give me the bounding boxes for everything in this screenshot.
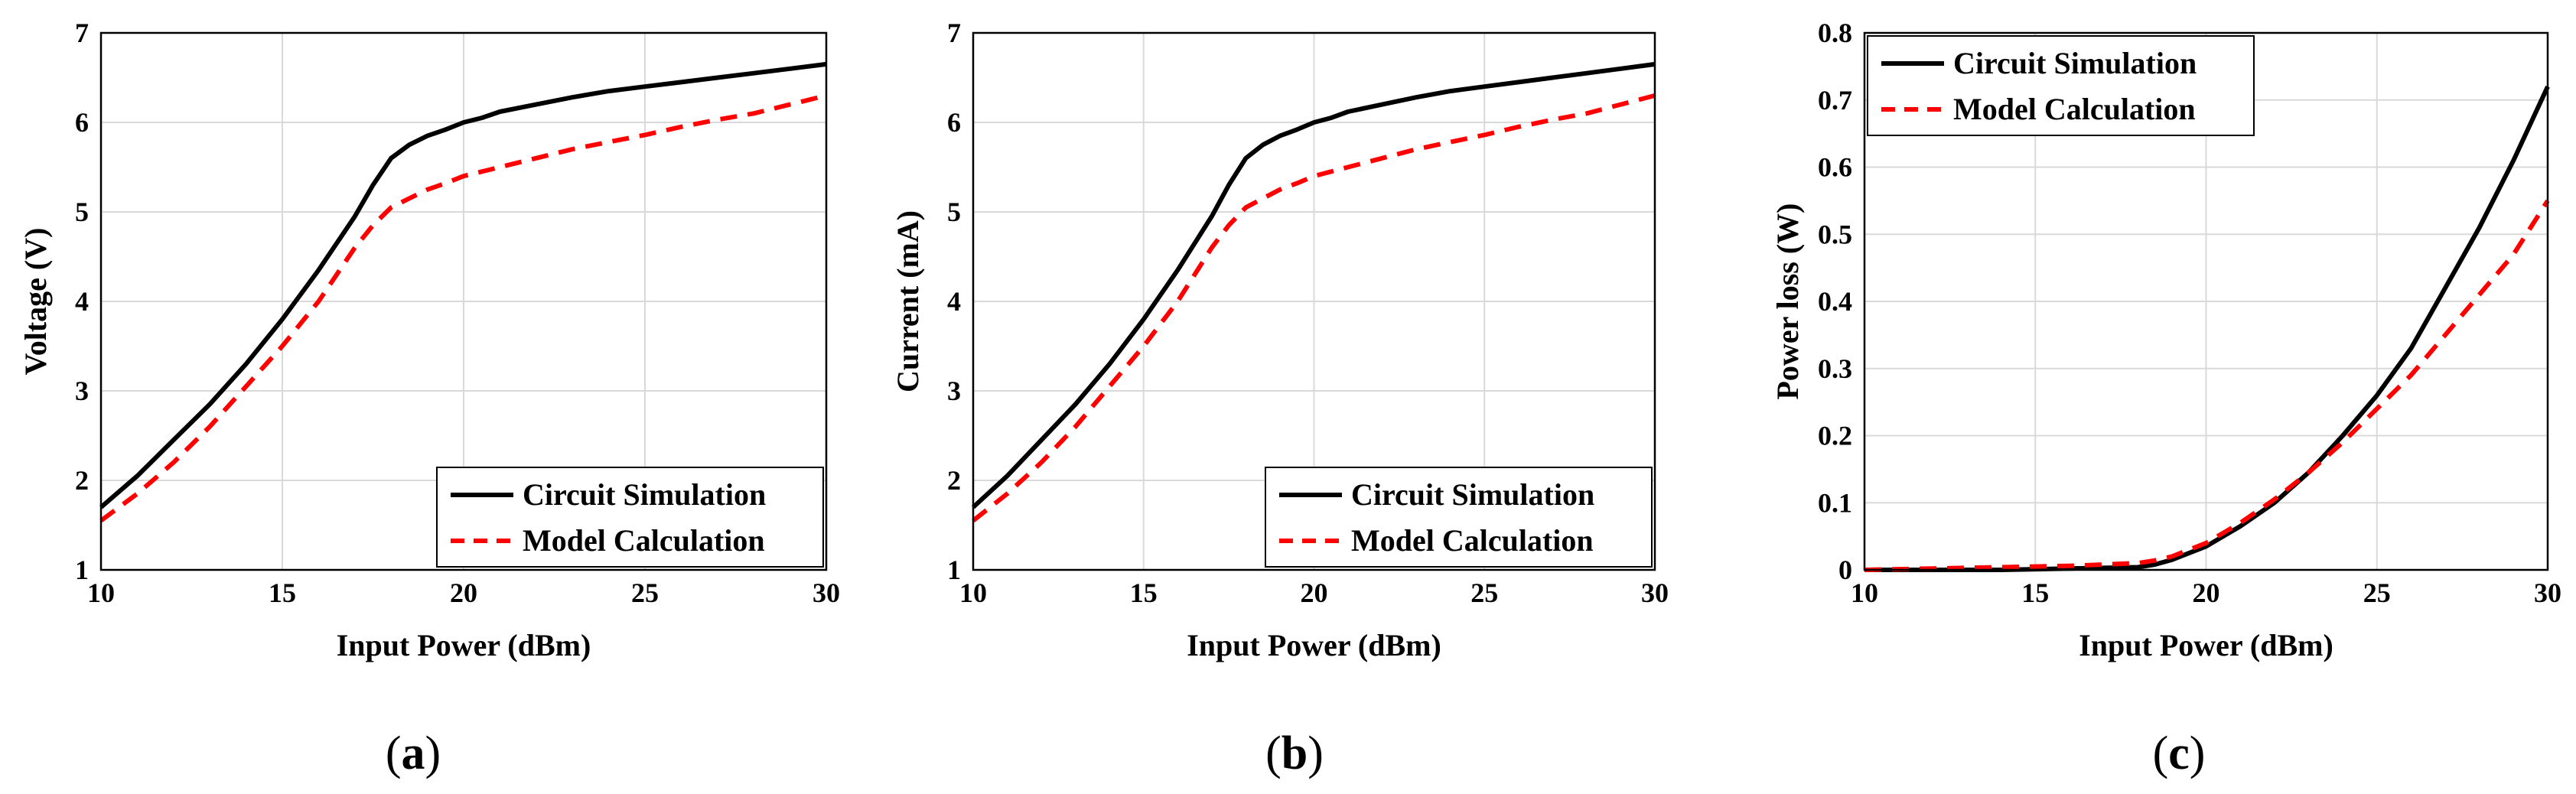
- x-axis-label: Input Power (dBm): [2079, 628, 2333, 662]
- x-axis-label: Input Power (dBm): [337, 628, 591, 662]
- x-tick-label: 20: [1301, 578, 1328, 608]
- y-axis-label: Current (mA): [891, 210, 925, 392]
- y-tick-label: 1: [75, 555, 89, 585]
- y-tick-label: 7: [947, 18, 961, 48]
- y-tick-label: 5: [947, 197, 961, 227]
- series-line-model-calculation: [1864, 199, 2550, 572]
- y-tick-label: 0.2: [1818, 421, 1852, 451]
- x-tick-label: 25: [1470, 578, 1498, 608]
- y-tick-label: 4: [947, 286, 961, 317]
- y-tick-label: 7: [75, 18, 89, 48]
- axes-frame: [972, 31, 1656, 571]
- y-tick-label: 0.4: [1818, 286, 1852, 317]
- y-axis-label: Power loss (W): [1770, 203, 1805, 400]
- legend-label-model-calculation: Model Calculation: [1953, 92, 2196, 126]
- x-tick-label: 30: [813, 578, 840, 608]
- legend-label-model-calculation: Model Calculation: [1351, 523, 1594, 558]
- chart-panel-c: 10 15 20 25 30 0 0.1 0.2 0.3 0.4 0.5 0.6 0.7 0.8 Input…: [1770, 18, 2561, 662]
- y-tick-label: 0.7: [1818, 85, 1852, 116]
- legend: Circuit Simulation Model Calculation: [1265, 467, 1653, 568]
- y-tick-label: 0.5: [1818, 219, 1852, 249]
- y-axis-label: Voltage (V): [18, 228, 53, 376]
- y-tick-label: 0.8: [1818, 18, 1852, 48]
- y-tick-label: 0.3: [1818, 353, 1852, 384]
- y-tick-label: 1: [947, 555, 961, 585]
- y-tick-label: 6: [947, 107, 961, 138]
- x-tick-label: 30: [2534, 578, 2561, 608]
- axes-frame: [1863, 31, 2549, 571]
- panel-label-c: (c): [2153, 727, 2206, 779]
- y-tick-label: 0.6: [1818, 152, 1852, 183]
- legend-box: [436, 467, 824, 568]
- legend-box: [1265, 467, 1653, 568]
- legend-label-circuit-simulation: Circuit Simulation: [1953, 46, 2197, 80]
- y-tick-label: 3: [75, 376, 89, 406]
- legend-label-circuit-simulation: Circuit Simulation: [1351, 477, 1594, 512]
- x-tick-label: 15: [1130, 578, 1158, 608]
- y-tick-label: 4: [75, 286, 89, 317]
- legend-box: [1867, 35, 2255, 136]
- series-line-circuit-simulation: [99, 61, 827, 509]
- legend: Circuit Simulation Model Calculation: [436, 467, 824, 568]
- series-line-circuit-simulation: [1864, 85, 2550, 572]
- panel-label-b: (b): [1265, 727, 1324, 779]
- x-tick-label: 25: [631, 578, 659, 608]
- x-tick-label: 10: [87, 578, 115, 608]
- legend: Circuit Simulation Model Calculation: [1867, 35, 2255, 136]
- axes-frame: [99, 31, 828, 571]
- y-tick-label: 3: [947, 376, 961, 406]
- series-line-model-calculation: [99, 93, 827, 523]
- x-tick-label: 15: [2021, 578, 2049, 608]
- y-tick-label: 5: [75, 197, 89, 227]
- x-tick-label: 20: [450, 578, 477, 608]
- x-tick-label: 15: [269, 578, 296, 608]
- legend-label-model-calculation: Model Calculation: [523, 523, 765, 558]
- y-tick-label: 0: [1838, 555, 1852, 585]
- x-tick-label: 25: [2363, 578, 2391, 608]
- x-axis-label: Input Power (dBm): [1187, 628, 1441, 662]
- x-tick-label: 30: [1641, 578, 1669, 608]
- x-tick-label: 20: [2193, 578, 2220, 608]
- x-tick-label: 10: [959, 578, 987, 608]
- x-tick-label: 10: [1851, 578, 1878, 608]
- y-tick-label: 6: [75, 107, 89, 138]
- y-tick-label: 2: [947, 465, 961, 496]
- y-tick-label: 0.1: [1818, 487, 1852, 518]
- series-line-circuit-simulation: [971, 61, 1656, 509]
- panel-label-a: (a): [386, 727, 441, 779]
- legend-label-circuit-simulation: Circuit Simulation: [523, 477, 766, 512]
- y-tick-label: 2: [75, 465, 89, 496]
- chart-panel-b: 10 15 20 25 30 1 2 3 4 5 6 7 Input Power (dBm) Curren…: [891, 18, 1669, 662]
- chart-panel-a: 10 15 20 25 30 1 2 3 4 5 6 7 Input Power (dBm) Voltag…: [18, 18, 840, 662]
